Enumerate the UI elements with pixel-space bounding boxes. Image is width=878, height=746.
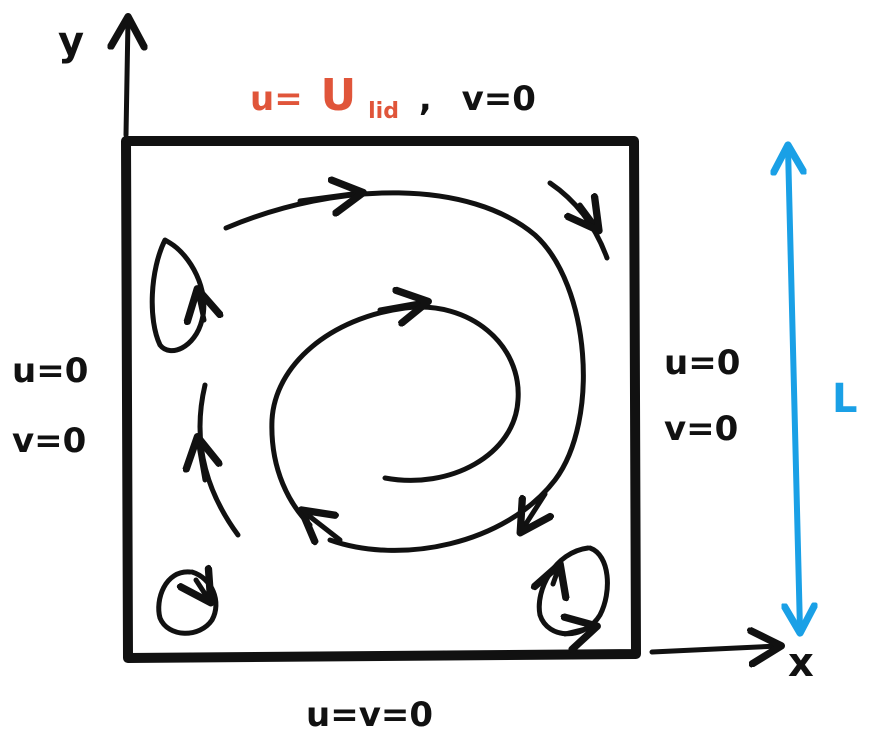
outer-arc-arrow-bottom-left: [304, 512, 343, 540]
top-separator: ,: [419, 79, 432, 119]
top-v-condition: v=0: [462, 79, 536, 119]
x-axis-arrow: [649, 646, 778, 652]
lid-u-subscript: lid: [368, 99, 399, 124]
outer-arc-arrow-top: [297, 193, 360, 201]
left-boundary-u-condition: u=0: [12, 351, 88, 391]
lid-u-main: U: [321, 70, 357, 121]
right-boundary-v-condition: v=0: [664, 409, 738, 449]
left-side-flow-arrowhead: [198, 440, 205, 483]
y-axis-label: y: [58, 19, 84, 65]
bottom-right-eddy-arrowhead: [565, 627, 594, 634]
primary-vortex-outer-arc: [223, 190, 586, 553]
primary-vortex-inner-spiral: [269, 304, 521, 528]
bottom-boundary-condition: u=v=0: [306, 695, 433, 735]
top-right-corner-arrowhead: [580, 205, 597, 228]
top-left-eddy-arrowhead: [198, 292, 204, 320]
bottom-left-eddy-arrowhead: [196, 580, 209, 600]
length-marker-label: L: [832, 376, 858, 422]
inner-spiral-arrow: [377, 302, 425, 310]
top-boundary-condition: u= U lid , v=0: [250, 70, 536, 127]
left-boundary-v-condition: v=0: [12, 421, 86, 461]
bottom-right-secondary-eddy: [536, 545, 610, 637]
left-side-flow-arc: [197, 382, 241, 538]
right-boundary-u-condition: u=0: [664, 343, 740, 383]
lid-u-prefix: u=: [250, 79, 303, 119]
bottom-right-eddy-arrowhead-upper: [553, 567, 559, 584]
top-left-secondary-eddy: [149, 237, 207, 354]
x-axis-label: x: [788, 640, 814, 686]
bottom-left-secondary-eddy: [156, 569, 219, 636]
outer-arc-arrow-bottom-right: [522, 491, 545, 530]
top-right-corner-arrow: [547, 180, 610, 261]
length-marker-arrow: [788, 148, 800, 630]
y-axis-arrow: [126, 20, 128, 138]
cavity-box: [121, 136, 641, 663]
